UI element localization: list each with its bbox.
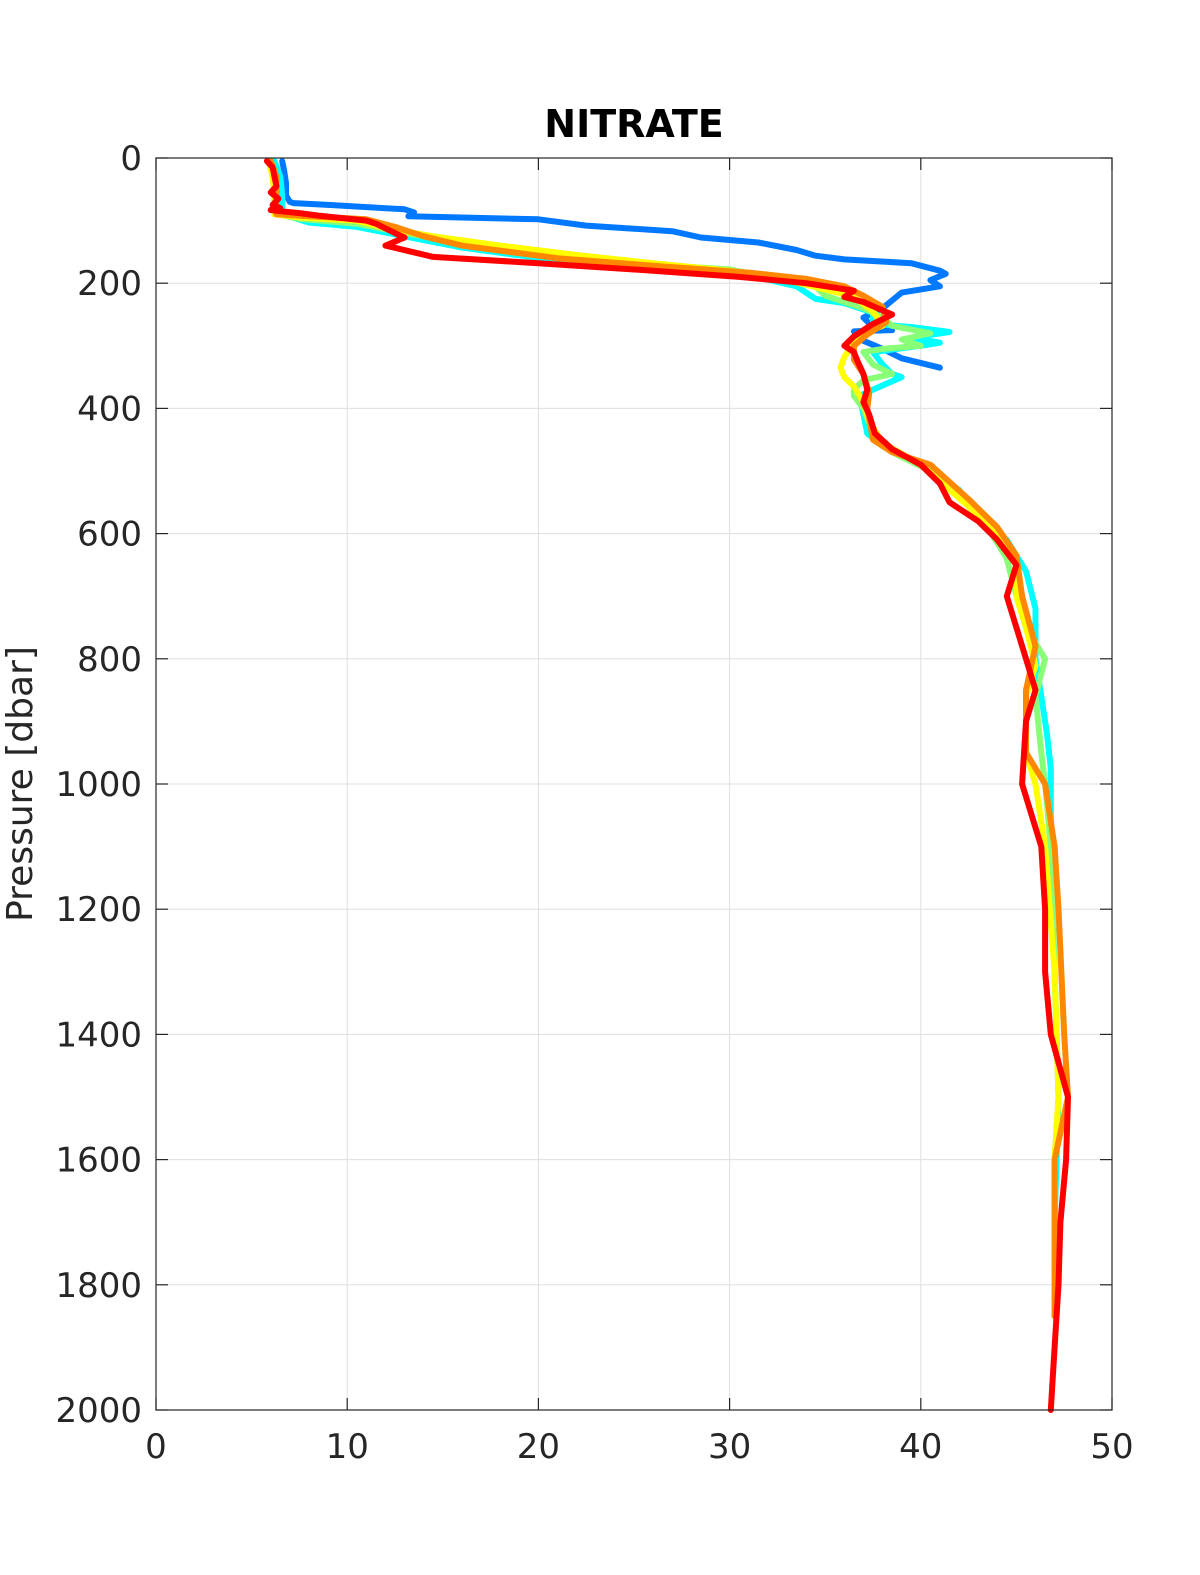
y-tick-label: 1800 [55,1266,142,1306]
y-tick-label: 1600 [55,1141,142,1181]
x-tick-label: 40 [899,1427,942,1467]
x-tick-label: 30 [708,1427,751,1467]
profile-line-6 [263,158,1071,1413]
x-tick-label: 20 [517,1427,560,1467]
chart-title: NITRATE [544,102,723,146]
y-tick-label: 800 [77,640,142,680]
profile-line-1 [279,158,949,371]
x-tick-label: 50 [1090,1427,1133,1467]
y-tick-label: 1400 [55,1015,142,1055]
y-tick-label: 0 [120,139,142,179]
y-tick-label: 200 [77,264,142,304]
x-tick-labels: 0 10 20 30 40 50 [145,1427,1133,1467]
x-tick-label: 10 [326,1427,369,1467]
y-tick-label: 2000 [55,1391,142,1431]
y-axis-label: Pressure [dbar] [0,646,41,922]
y-tick-labels: 0 200 400 600 800 1000 1200 1400 1600 1800 2000 [55,139,142,1431]
y-tick-label: 600 [77,515,142,555]
y-tick-label: 1200 [55,890,142,930]
series-group [263,158,1071,1413]
y-tick-label: 400 [77,389,142,429]
x-tick-label: 0 [145,1427,167,1467]
tick-marks [155,157,1113,1411]
y-tick-label: 1000 [55,765,142,805]
